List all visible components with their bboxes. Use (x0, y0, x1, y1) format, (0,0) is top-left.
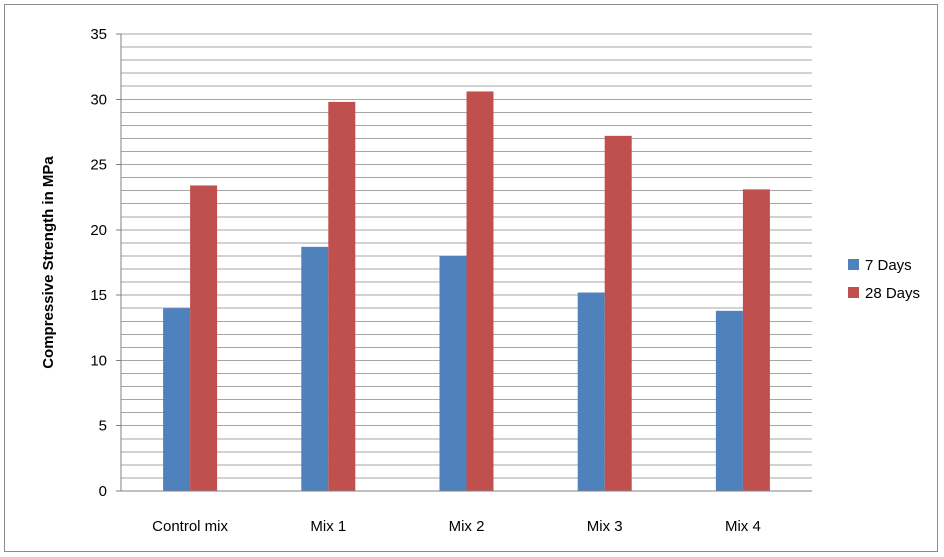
legend-label: 28 Days (865, 285, 920, 302)
x-tick-labels: Control mix Mix 1 Mix 2 Mix 3 Mix 4 (152, 518, 761, 535)
y-tick-label: 15 (90, 287, 107, 304)
x-tick-label: Mix 1 (310, 518, 346, 535)
y-tick-label: 5 (99, 418, 107, 435)
bar-28-days (466, 91, 494, 492)
y-tick-labels: 0 5 10 15 20 25 30 35 (90, 26, 121, 500)
x-tick-label: Mix 3 (587, 518, 623, 535)
legend-swatch (848, 287, 859, 298)
y-axis-label: Compressive Strength in MPa (40, 156, 57, 369)
x-tick-label: Control mix (152, 518, 228, 535)
y-tick-label: 20 (90, 222, 107, 239)
bar-7-days (715, 310, 743, 491)
bar-28-days (604, 135, 632, 492)
y-tick-label: 30 (90, 91, 107, 108)
legend-label: 7 Days (865, 257, 912, 274)
x-tick-label: Mix 4 (725, 518, 761, 535)
bar-28-days (742, 189, 770, 491)
bars (163, 91, 770, 492)
x-tick-label: Mix 2 (449, 518, 485, 535)
bar-7-days (163, 308, 191, 491)
bar-7-days (439, 255, 467, 491)
bar-7-days (301, 246, 329, 491)
legend-swatch (848, 259, 859, 270)
bar-28-days (190, 185, 218, 491)
y-tick-label: 35 (90, 26, 107, 43)
y-tick-label: 10 (90, 352, 107, 369)
legend: 7 Days 28 Days (848, 257, 920, 302)
y-tick-label: 25 (90, 157, 107, 174)
bar-7-days (577, 292, 605, 491)
bar-28-days (328, 101, 356, 491)
y-tick-label: 0 (99, 483, 107, 500)
